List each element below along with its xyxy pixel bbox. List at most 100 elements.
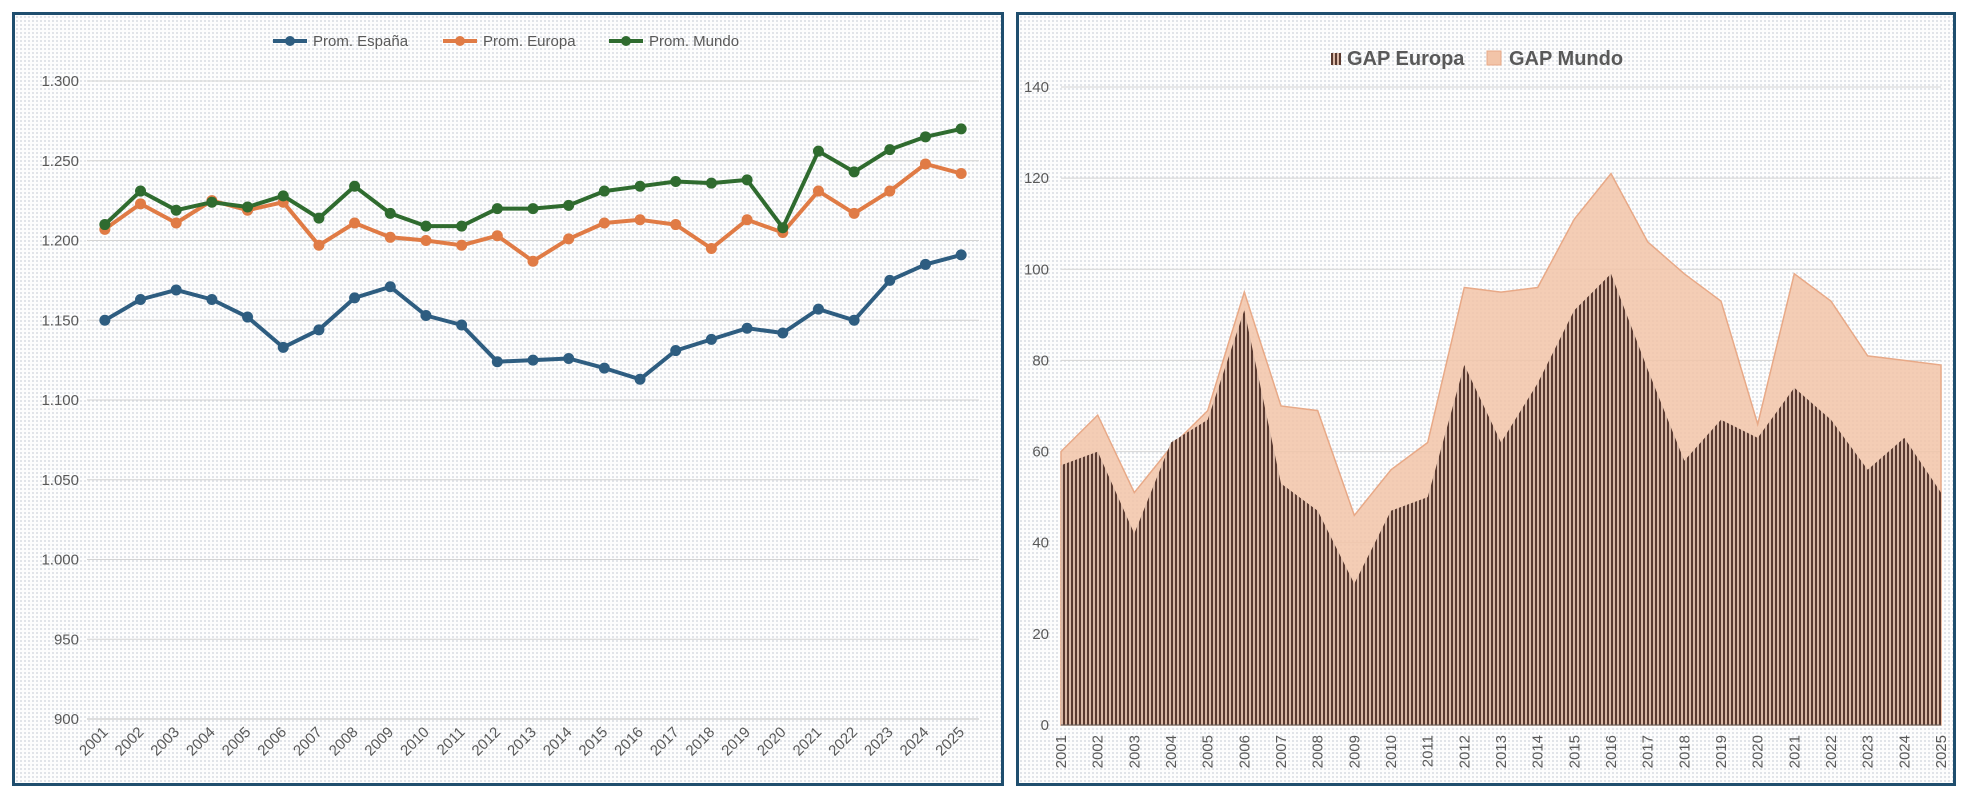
data-point-prom-mundo [955,123,967,135]
area-chart: 0 20 40 60 80 100 120 140 2001 2002 2003 2004 2005 20… [1024,48,1950,768]
x-tick-label: 2003 [147,724,183,760]
data-point-prom-europa [170,217,182,229]
legend-swatch-fill [1486,50,1502,66]
y-tick-label: 80 [1032,352,1049,369]
data-point-prom-mundo [598,185,610,197]
x-tick-label: 2009 [1346,735,1363,768]
x-tick-label: 2013 [1493,735,1510,768]
y-tick-label: 60 [1032,444,1049,461]
y-tick-label: 40 [1032,535,1049,552]
x-tick-label: 2002 [1090,735,1107,768]
x-tick-label: 2011 [434,724,469,759]
data-point-prom-espana [812,303,824,315]
x-tick-label: 2020 [1750,735,1767,768]
x-tick-label: 2007 [1273,735,1290,768]
data-point-prom-espana [634,373,646,385]
x-tick-label: 2021 [790,724,826,760]
data-point-prom-espana [527,354,539,366]
data-point-prom-espana [955,249,967,261]
x-tick-label: 2001 [76,724,112,760]
data-point-prom-espana [491,356,503,368]
line-chart-panel: 900 950 1.000 1.050 1.100 1.150 1.200 1.250 1.30… [12,12,1004,786]
data-point-prom-mundo [884,144,896,156]
legend-label: GAP Mundo [1509,48,1623,70]
data-point-prom-europa [384,231,396,243]
data-point-prom-europa [634,214,646,226]
legend-label: GAP Europa [1347,48,1465,70]
x-tick-label: 2014 [1530,735,1547,768]
y-tick-label: 0 [1041,717,1049,734]
data-point-prom-espana [349,292,361,304]
data-point-prom-mundo [634,180,646,192]
data-point-prom-mundo [420,220,432,232]
legend-swatch-marker [621,36,631,46]
data-point-prom-europa [741,214,753,226]
data-point-prom-europa [563,233,575,245]
x-tick-label: 2016 [1603,735,1620,768]
data-point-prom-europa [670,219,682,231]
data-point-prom-espana [563,353,575,365]
data-point-prom-mundo [563,199,575,211]
data-point-prom-espana [206,294,218,306]
y-tick-label: 1.250 [41,153,79,170]
x-tick-label: 2004 [183,724,219,760]
data-point-prom-europa [812,185,824,197]
data-point-prom-mundo [527,203,539,215]
x-tick-label: 2008 [326,724,362,760]
legend-label: Prom. Mundo [649,33,739,50]
data-point-prom-europa [598,217,610,229]
data-point-prom-europa [705,242,717,254]
legend-label: Prom. España [313,33,409,50]
data-point-prom-europa [491,230,503,242]
x-tick-label: 2011 [1420,735,1437,767]
x-tick-label: 2012 [1456,735,1473,768]
x-tick-label: 2015 [1566,735,1583,768]
data-point-prom-mundo [919,131,931,143]
data-point-prom-espana [456,319,468,331]
x-tick-label: 2024 [897,724,933,760]
y-tick-label: 1.100 [41,392,79,409]
y-tick-label: 120 [1024,170,1049,187]
data-point-prom-mundo [135,185,147,197]
legend-item-prom-europa: Prom. Europa [443,33,576,50]
x-tick-label: 2008 [1310,735,1327,768]
legend-item-gap-europa: GAP Europa [1331,48,1465,70]
x-tick-label: 2014 [540,724,576,760]
data-point-prom-espana [277,341,289,353]
data-point-prom-mundo [277,190,289,202]
x-tick-label: 2005 [219,724,255,760]
x-tick-label: 2024 [1896,735,1913,768]
data-point-prom-mundo [456,220,468,232]
data-point-prom-mundo [705,177,717,189]
x-tick-label: 2005 [1200,735,1217,768]
data-point-prom-espana [135,294,147,306]
x-tick-label: 2015 [576,724,612,760]
data-point-prom-mundo [206,196,218,208]
data-point-prom-europa [420,235,432,246]
x-tick-label: 2006 [1236,735,1253,768]
data-point-prom-mundo [349,180,361,192]
data-point-prom-espana [420,309,432,321]
data-point-prom-mundo [777,222,789,234]
data-point-prom-europa [349,217,361,229]
data-point-prom-espana [705,333,717,345]
area-gap-europa [1061,273,1941,725]
x-tick-label: 2023 [861,724,897,760]
x-tick-label: 2022 [825,724,861,760]
data-point-prom-espana [848,314,860,326]
data-point-prom-espana [670,345,682,357]
legend-item-prom-espana: Prom. España [273,33,409,50]
legend-swatch-marker [455,36,465,46]
x-tick-label: 2025 [1933,735,1950,768]
y-tick-label: 1.150 [41,312,79,329]
legend-item-prom-mundo: Prom. Mundo [609,33,739,50]
legend-swatch-hatched [1331,53,1341,65]
x-tick-label: 2022 [1823,735,1840,768]
legend-swatch-marker [285,36,295,46]
data-point-prom-europa [527,255,539,267]
data-point-prom-europa [848,207,860,219]
y-tick-label: 950 [54,631,79,648]
y-tick-label: 1.200 [41,233,79,250]
y-tick-label: 100 [1024,261,1049,278]
x-tick-label: 2013 [504,724,540,760]
